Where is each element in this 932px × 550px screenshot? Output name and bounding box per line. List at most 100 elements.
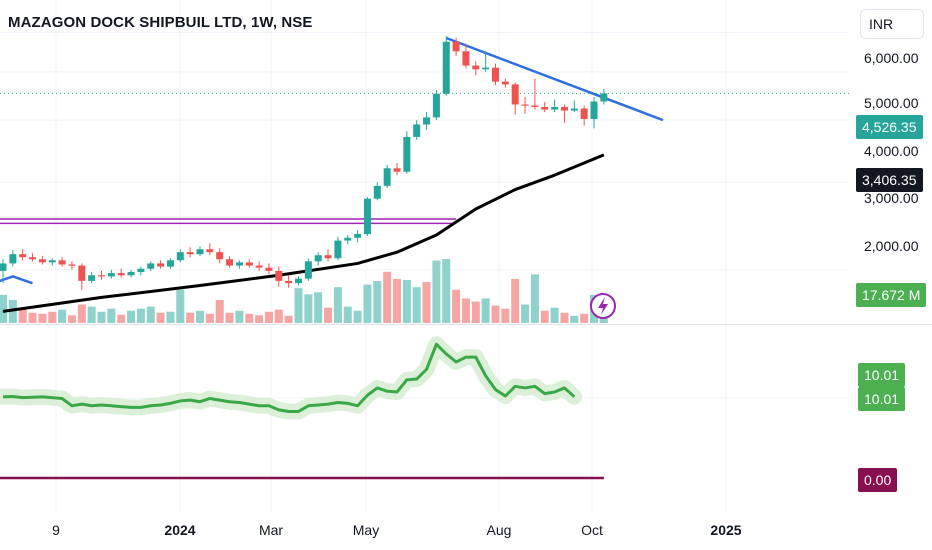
volume-bar (402, 279, 411, 323)
candle-body (19, 254, 27, 258)
candle-layer (0, 36, 608, 291)
candle-body (423, 117, 431, 125)
icon-layer (590, 293, 616, 319)
candle-body (590, 101, 598, 120)
volume-bar (501, 308, 510, 323)
candle-body (9, 254, 17, 264)
candle-body (226, 259, 234, 266)
volume-bar (422, 282, 431, 323)
sma-value-badge: 3,406.35 (856, 168, 923, 192)
volume-bar (18, 307, 27, 323)
indicator-layer (0, 336, 604, 480)
candle-body (255, 265, 263, 268)
volume-layer (0, 259, 608, 323)
indicator-line (2, 342, 576, 413)
x-tick-label: May (352, 522, 380, 538)
y-tick-label: 2,000.00 (864, 238, 919, 254)
x-tick-label: Oct (581, 522, 603, 538)
volume-bar (235, 310, 244, 323)
volume-bar (540, 310, 549, 323)
candle-body (541, 107, 549, 110)
volume-bar (491, 305, 500, 323)
candle-body (88, 275, 96, 281)
grid-layer (0, 0, 848, 512)
candle-body (560, 107, 568, 111)
candle-body (531, 105, 539, 108)
candle-body (245, 262, 253, 266)
candle-body (58, 260, 66, 265)
volume-bar (127, 310, 136, 323)
volume-bar (284, 315, 293, 323)
volume-bar (166, 311, 175, 323)
candle-body (580, 108, 588, 120)
volume-bar (28, 312, 37, 323)
pane-separator[interactable] (0, 324, 932, 325)
candle-body (107, 273, 115, 277)
x-tick-label: 2024 (164, 522, 196, 538)
candle-body (216, 252, 224, 260)
candle-body (176, 252, 184, 261)
candle-body (452, 41, 460, 52)
indicator-value-badge: 10.01 (858, 363, 906, 387)
volume-bar (245, 313, 254, 323)
candle-body (29, 257, 37, 260)
volume-bar (353, 310, 362, 323)
candle-body (492, 67, 499, 82)
candle-body (314, 255, 322, 262)
y-tick-label: 5,000.00 (864, 95, 919, 111)
volume-bar (87, 306, 96, 323)
volume-bar (570, 315, 579, 323)
volume-bar (225, 312, 234, 323)
candle-body (186, 252, 194, 255)
volume-bar (432, 260, 441, 323)
candle-body (68, 264, 76, 266)
candle-body (432, 93, 440, 118)
volume-bar (156, 312, 165, 323)
volume-bar (373, 281, 382, 323)
candle-body (304, 261, 312, 279)
indicator-zero-badge: 0.00 (858, 468, 898, 492)
volume-bar (274, 309, 283, 323)
volume-bar (324, 307, 333, 323)
candle-body (147, 263, 155, 269)
candle-body (413, 124, 421, 137)
volume-bar (471, 301, 480, 323)
volume-bar (38, 313, 47, 323)
volume-bar (343, 306, 352, 323)
y-tick-label: 4,000.00 (864, 143, 919, 159)
volume-bar (255, 315, 264, 323)
moving-average-line (2, 153, 605, 313)
indicator-value-badge: 10.01 (858, 387, 906, 411)
candle-body (373, 185, 381, 199)
volume-bar (511, 278, 520, 323)
candle-body (265, 267, 273, 271)
volume-bar (481, 298, 490, 323)
volume-bar (461, 298, 470, 323)
candle-body (354, 234, 362, 238)
candle-body (196, 249, 204, 255)
volume-bar (136, 308, 145, 323)
currency-selector[interactable]: INR (860, 9, 924, 39)
volume-bar (264, 311, 273, 323)
volume-bar (442, 259, 451, 323)
x-tick-label: Mar (258, 522, 284, 538)
volume-bar (333, 287, 342, 323)
volume-badge: 17.672 M (856, 283, 927, 307)
candle-body (363, 198, 371, 235)
candle-body (98, 275, 105, 277)
candle-body (157, 263, 165, 267)
volume-bar (117, 314, 126, 323)
volume-bar (294, 288, 303, 323)
last-price-badge: 4,526.35 (856, 115, 923, 139)
candle-body (0, 263, 7, 271)
volume-bar (412, 287, 421, 323)
volume-bar (176, 289, 185, 323)
candle-body (127, 271, 135, 276)
volume-bar (205, 313, 214, 323)
x-tick-label: 2025 (710, 522, 742, 538)
volume-bar (314, 292, 323, 323)
lightning-icon[interactable] (590, 293, 616, 319)
volume-bar (97, 311, 106, 323)
